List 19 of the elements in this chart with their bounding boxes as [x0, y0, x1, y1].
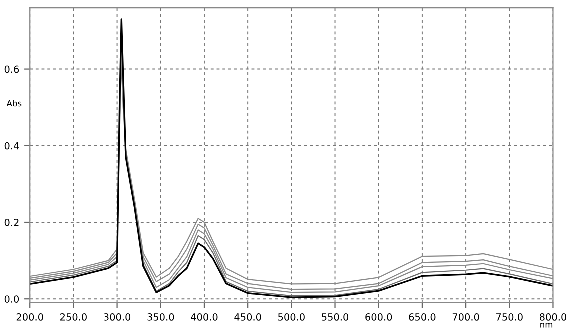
x-tick-label: 700.0	[452, 314, 480, 321]
y-tick-label: 0.4	[4, 142, 20, 150]
y-tick-label: 0.6	[4, 66, 20, 74]
y-tick-label: 0.0	[4, 296, 20, 303]
y-axis-title: Abs	[6, 100, 22, 107]
y-tick-label: 0.2	[4, 218, 19, 226]
x-tick-label: 350.0	[148, 314, 174, 321]
x-axis-title: nm	[540, 323, 553, 328]
x-tick-label: 600.0	[366, 314, 392, 321]
x-tick-label: 500.0	[278, 314, 305, 321]
x-tick-label: 800.0	[540, 314, 567, 321]
x-tick-label: 300.0	[104, 314, 131, 321]
x-tick-label: 450.0	[234, 314, 262, 321]
x-tick-label: 550.0	[322, 314, 349, 321]
x-tick-label: 250.0	[60, 314, 87, 321]
x-tick-label: 750.0	[496, 314, 523, 321]
x-tick-label: 650.0	[409, 314, 436, 321]
x-tick-label: 200.0	[16, 314, 44, 321]
x-tick-label: 400.0	[191, 314, 218, 321]
